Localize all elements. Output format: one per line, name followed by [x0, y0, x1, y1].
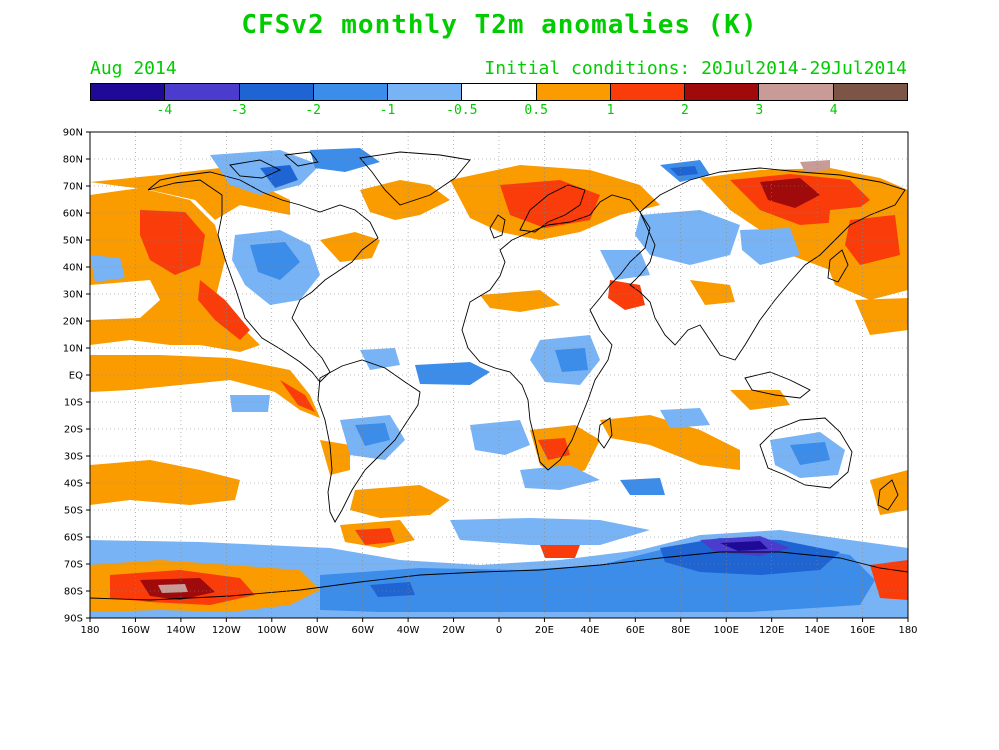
lon-label: 60E [626, 625, 645, 636]
lon-label: 160W [121, 625, 150, 636]
lat-label: 40S [64, 479, 83, 490]
colorbar-swatch [165, 84, 240, 100]
forecast-month: Aug 2014 [90, 58, 177, 79]
lat-label: 80N [63, 155, 83, 166]
lat-label: 70N [63, 182, 83, 193]
lat-label: 20S [64, 425, 83, 436]
lat-label: 80S [64, 587, 83, 598]
lat-label: 30S [64, 452, 83, 463]
longitude-labels: 180 160W 140W 120W 100W 80W 60W 40W 20W 0 20E 40E 60… [80, 618, 918, 636]
colorbar-label: -0.5 [446, 103, 478, 118]
lat-label: 60S [64, 533, 83, 544]
colorbar-label: -2 [305, 103, 321, 118]
latitude-labels: 90N 80N 70N 60N 50N 40N 30N 20N 10N EQ 10S 20S 30S 40… [63, 128, 90, 625]
lat-label: 10S [64, 398, 83, 409]
lon-label: 120W [212, 625, 241, 636]
lat-label: 70S [64, 560, 83, 571]
colorbar-swatch [536, 84, 611, 100]
lon-label: 180 [80, 625, 99, 636]
lon-label: 100W [257, 625, 286, 636]
colorbar-label: 4 [829, 103, 838, 118]
colorbar-swatch [610, 84, 686, 100]
colorbar-label: -3 [230, 103, 247, 118]
lat-label: 90S [64, 614, 83, 625]
colorbar-swatch [239, 84, 314, 100]
colorbar-label: 3 [755, 103, 764, 118]
lat-label: EQ [69, 371, 83, 382]
colorbar-swatch [462, 84, 537, 100]
colorbar-label: 0.5 [524, 103, 548, 118]
colorbar-swatch [313, 84, 389, 100]
lon-label: 20W [442, 625, 465, 636]
lon-label: 100E [714, 625, 739, 636]
lon-label: 180 [898, 625, 917, 636]
lon-label: 80W [306, 625, 329, 636]
colorbar-label: -1 [379, 103, 396, 118]
lat-label: 10N [63, 344, 83, 355]
cool-anomalies [90, 148, 908, 618]
lat-label: 40N [63, 263, 83, 274]
lon-label: 60W [351, 625, 374, 636]
colorbar-label: 2 [680, 103, 689, 118]
gridlines [90, 132, 908, 618]
coastlines [90, 151, 908, 601]
lat-label: 60N [63, 209, 83, 220]
page-title: CFSv2 monthly T2m anomalies (K) [241, 10, 758, 40]
colorbar-swatch [685, 84, 760, 100]
initial-conditions: Initial conditions: 20Jul2014-29Jul2014 [484, 58, 907, 79]
lon-label: 140E [804, 625, 829, 636]
colorbar-swatch [759, 84, 834, 100]
lon-label: 20E [535, 625, 554, 636]
colorbar-swatch [833, 84, 907, 100]
lat-label: 20N [63, 317, 83, 328]
lon-label: 80E [671, 625, 690, 636]
lat-label: 50S [64, 506, 83, 517]
colorbar-label: 1 [606, 103, 615, 118]
colorbar-labels: -4 -3 -2 -1 -0.5 0.5 1 2 3 4 [90, 103, 908, 121]
lat-label: 30N [63, 290, 83, 301]
lon-label: 40E [580, 625, 599, 636]
colorbar-label: -4 [156, 103, 173, 118]
lon-label: 0 [496, 625, 502, 636]
lon-label: 140W [166, 625, 195, 636]
lon-label: 160E [850, 625, 875, 636]
lon-label: 40W [397, 625, 420, 636]
lat-label: 50N [63, 236, 83, 247]
colorbar-swatch [388, 84, 463, 100]
lon-label: 120E [759, 625, 784, 636]
lat-label: 90N [63, 128, 83, 139]
colorbar [90, 83, 908, 101]
colorbar-swatch [91, 84, 166, 100]
